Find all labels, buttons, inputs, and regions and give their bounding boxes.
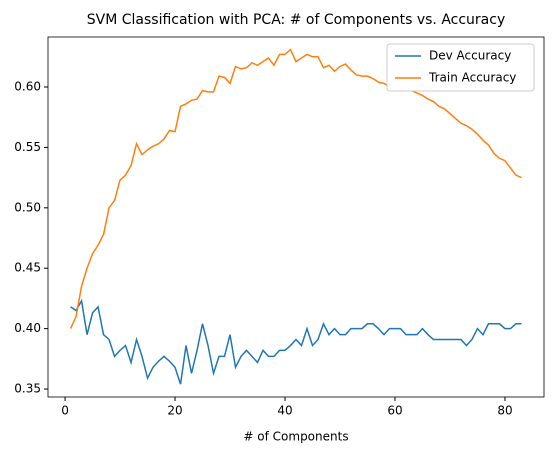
data-line <box>70 298 522 385</box>
x-tick-label: 20 <box>167 404 182 418</box>
x-tick-label: 0 <box>61 404 69 418</box>
data-line <box>69 48 522 329</box>
chart-title: SVM Classification with PCA: # of Compon… <box>87 12 506 28</box>
y-tick-label: 0.45 <box>14 261 41 275</box>
x-tick-label: 80 <box>497 404 512 418</box>
y-tick-label: 0.40 <box>14 321 41 335</box>
y-tick-label: 0.35 <box>14 382 41 396</box>
legend-label: Train Accuracy <box>428 71 516 85</box>
y-tick-label: 0.50 <box>14 200 41 214</box>
legend-label: Dev Accuracy <box>429 49 511 63</box>
y-tick-label: 0.55 <box>14 140 41 154</box>
x-tick-label: 40 <box>277 404 292 418</box>
y-tick-label: 0.60 <box>14 80 41 94</box>
axes-frame <box>47 36 545 398</box>
x-axis-label: # of Components <box>243 430 348 444</box>
legend-box <box>386 43 535 92</box>
x-tick-label: 60 <box>387 404 402 418</box>
